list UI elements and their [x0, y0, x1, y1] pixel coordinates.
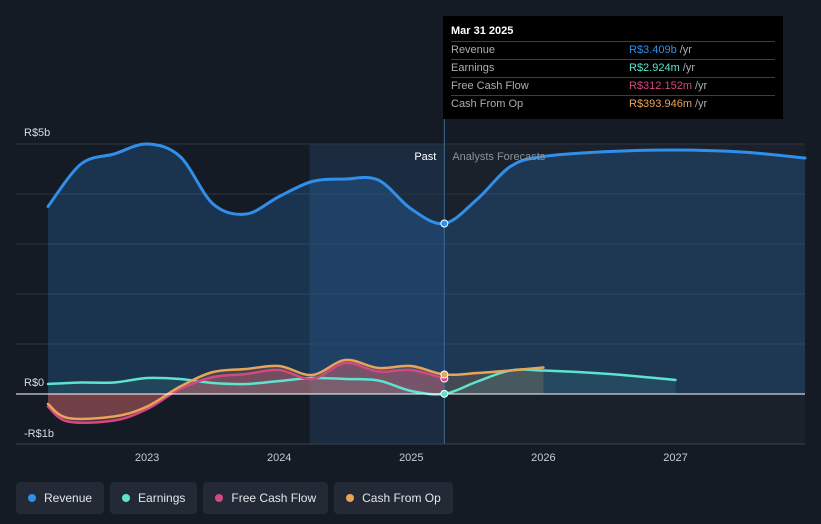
legend: Revenue Earnings Free Cash Flow Cash Fro… — [16, 482, 453, 514]
cash-from-op-marker — [441, 371, 448, 378]
revenue-line — [46, 142, 807, 226]
free-cash-flow-dot-icon — [215, 494, 224, 502]
legend-item-earnings[interactable]: Earnings — [110, 482, 198, 514]
legend-label: Earnings — [138, 491, 186, 505]
y-tick-label: R$0 — [24, 377, 44, 389]
tooltip-value: R$3.409b — [629, 44, 677, 56]
tooltip-unit: /yr — [695, 98, 708, 110]
tooltip-value: R$2.924m — [629, 62, 680, 74]
tooltip-value: R$393.946m — [629, 98, 692, 110]
revenue-marker — [441, 220, 448, 227]
earnings-area — [48, 369, 676, 395]
y-tick-label: -R$1b — [24, 428, 54, 440]
tooltip-unit: /yr — [695, 80, 708, 92]
tooltip-unit: /yr — [682, 62, 695, 74]
tooltip-row-revenue: Revenue R$3.409b /yr — [451, 41, 775, 59]
y-tick-label: R$5b — [24, 127, 50, 139]
tooltip-name: Free Cash Flow — [451, 80, 529, 92]
x-tick-label: 2026 — [531, 452, 555, 464]
legend-item-cash-from-op[interactable]: Cash From Op — [334, 482, 453, 514]
legend-item-revenue[interactable]: Revenue — [16, 482, 105, 514]
tooltip-name: Cash From Op — [451, 98, 524, 110]
tooltip-unit: /yr — [679, 44, 692, 56]
legend-label: Free Cash Flow — [231, 491, 317, 505]
cash-from-op-line — [46, 358, 545, 421]
cash-from-op-dot-icon — [346, 494, 355, 502]
tooltip-row-cash-from-op: Cash From Op R$393.946m /yr — [451, 95, 775, 113]
free-cash-flow-line — [46, 361, 446, 424]
x-tick-label: 2024 — [267, 452, 291, 464]
tooltip-name: Earnings — [451, 62, 495, 74]
tooltip-row-earnings: Earnings R$2.924m /yr — [451, 59, 775, 77]
tooltip-value: R$312.152m — [629, 80, 692, 92]
earnings-marker — [441, 390, 448, 397]
legend-label: Revenue — [44, 491, 93, 505]
x-tick-label: 2027 — [663, 452, 687, 464]
tooltip-name: Revenue — [451, 44, 496, 56]
revenue-area — [48, 143, 805, 394]
legend-label: Cash From Op — [362, 491, 441, 505]
cash-from-op-area — [48, 359, 544, 419]
tooltip: Mar 31 2025 Revenue R$3.409b /yr Earning… — [443, 16, 783, 119]
revenue-dot-icon — [28, 494, 36, 502]
earnings-dot-icon — [122, 494, 131, 502]
x-tick-label: 2025 — [399, 452, 423, 464]
tooltip-date: Mar 31 2025 — [451, 25, 514, 37]
past-label: Past — [414, 151, 436, 163]
legend-item-free-cash-flow[interactable]: Free Cash Flow — [203, 482, 329, 514]
tooltip-row-free-cash-flow: Free Cash Flow R$312.152m /yr — [451, 77, 775, 95]
x-tick-label: 2023 — [135, 452, 159, 464]
forecast-label: Analysts Forecasts — [452, 151, 545, 163]
